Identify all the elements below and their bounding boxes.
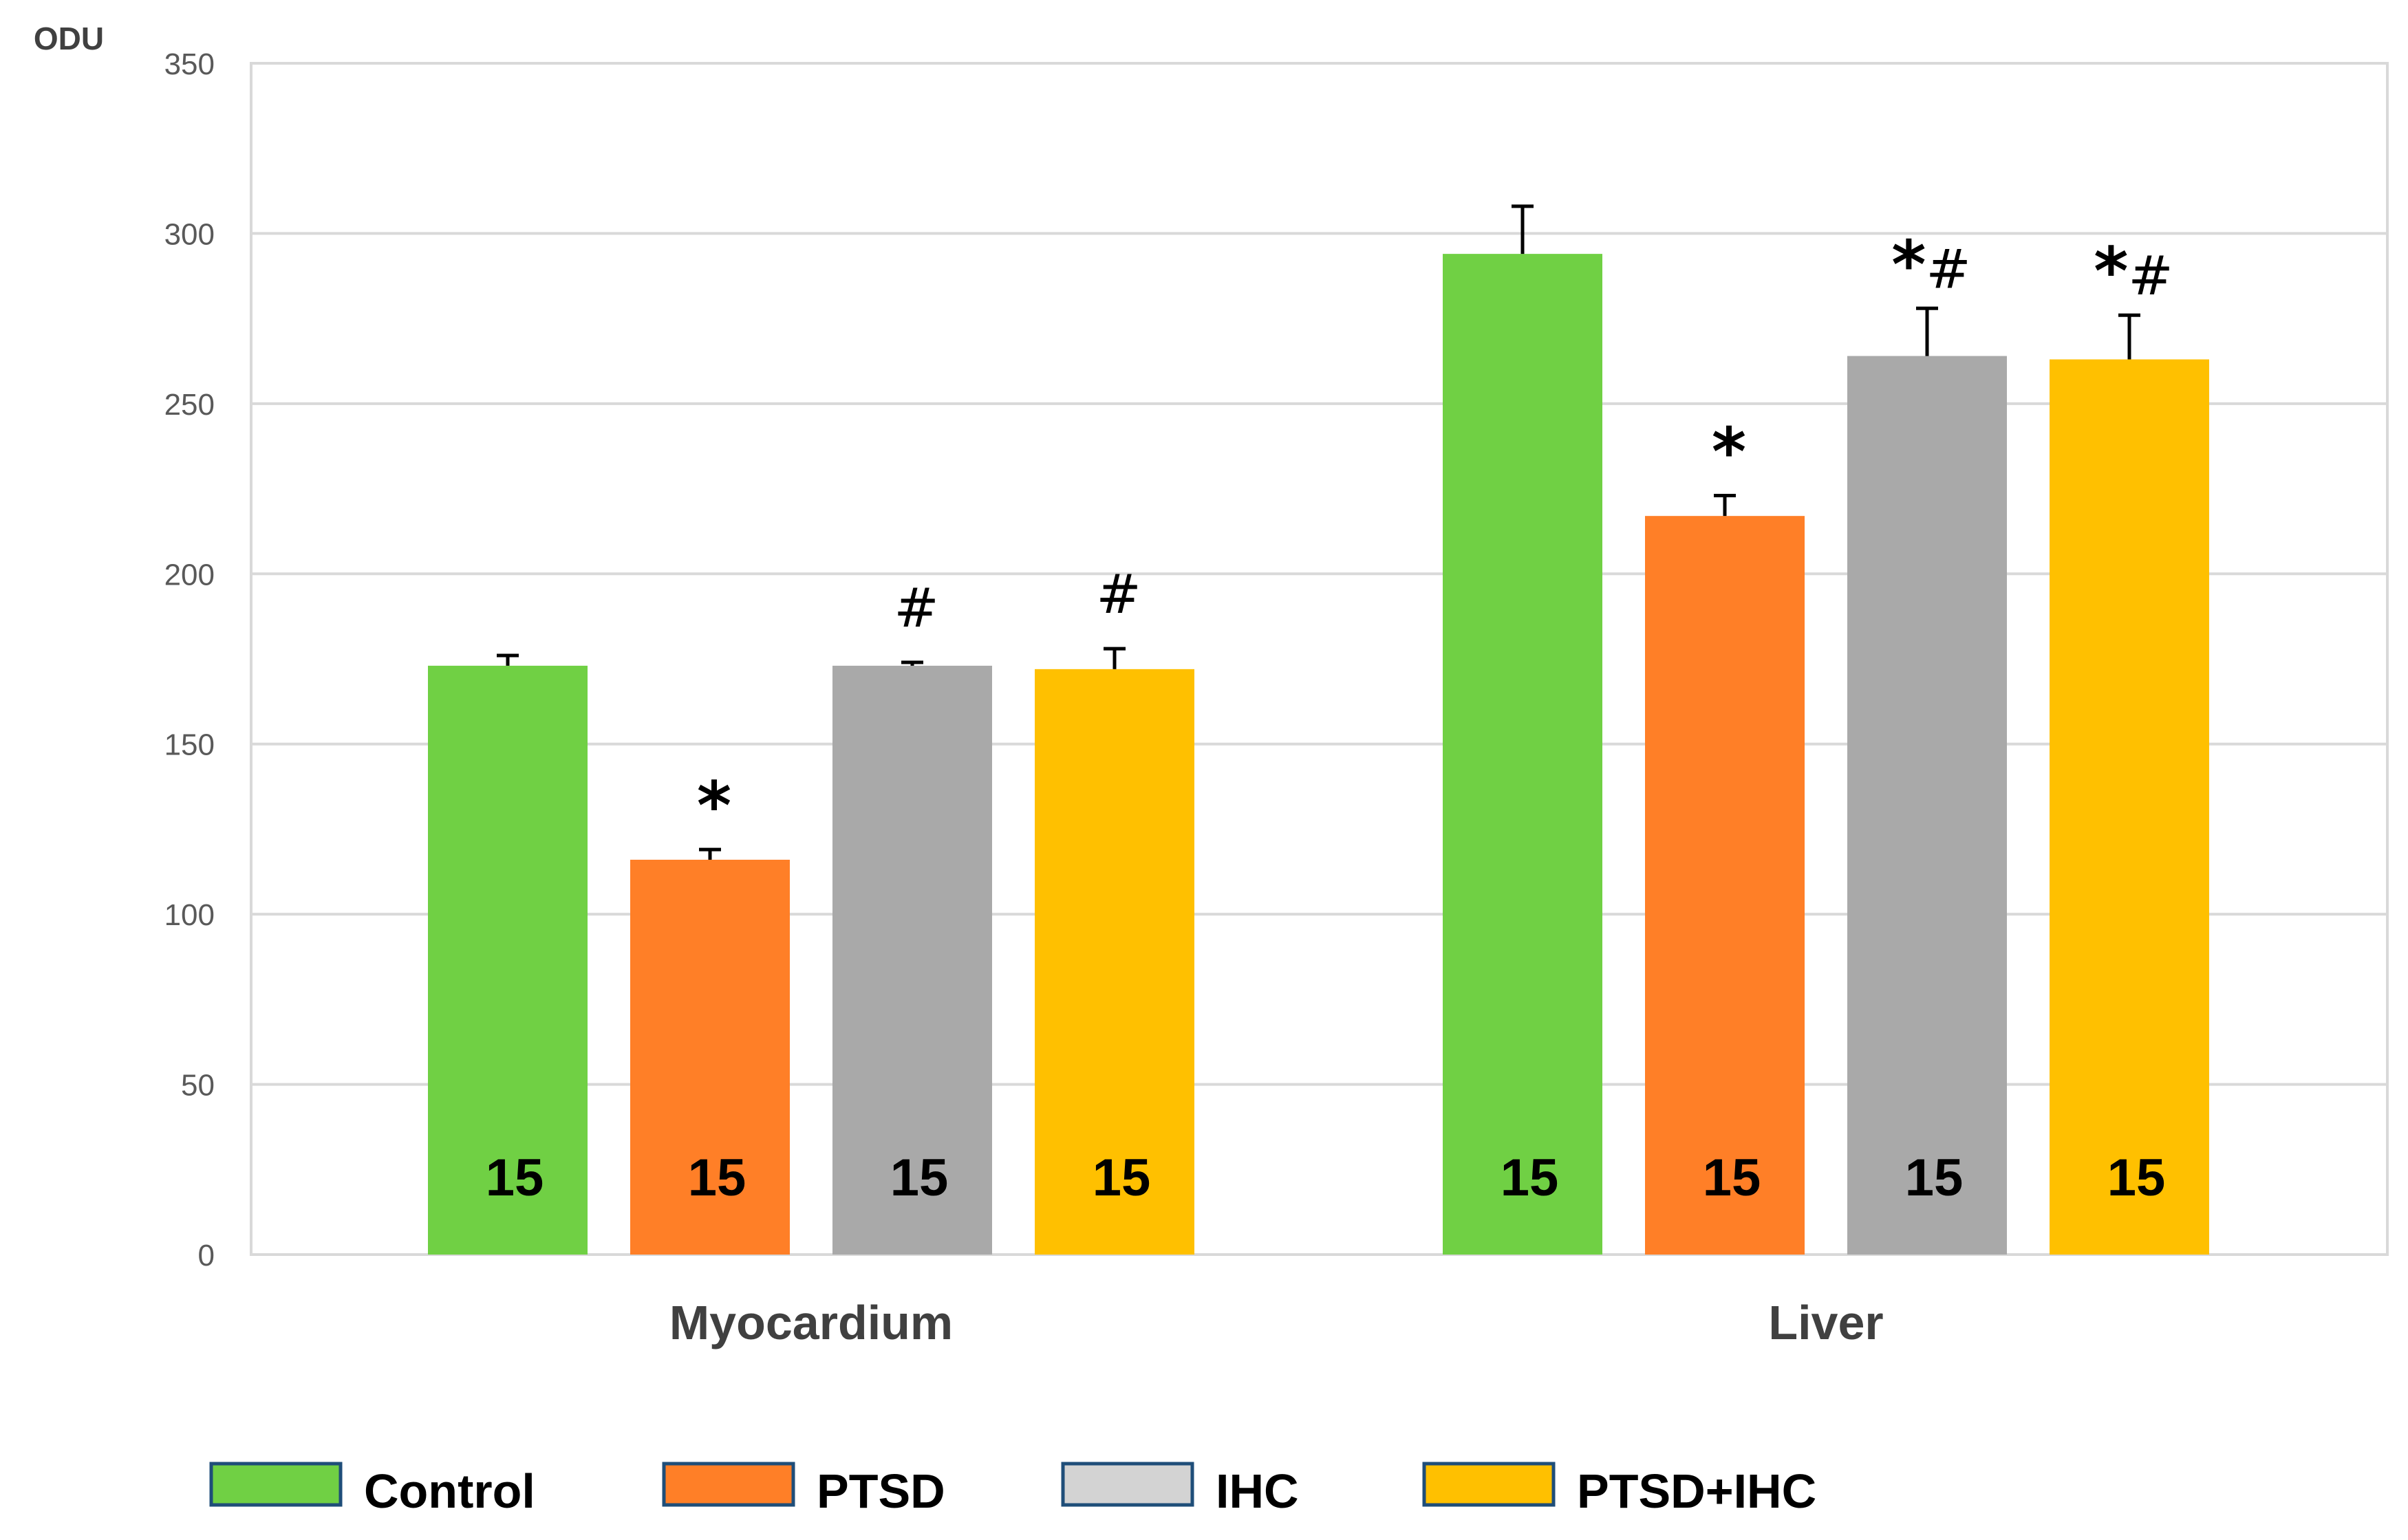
significance-mark: *# — [2094, 233, 2173, 310]
gridlines — [251, 232, 2387, 1256]
legend-label: Control — [364, 1464, 535, 1518]
y-tick-label: 150 — [164, 728, 215, 762]
bar — [1645, 516, 1805, 1255]
significance-mark: * — [697, 768, 731, 845]
y-tick-label: 250 — [164, 388, 215, 422]
n-label: 15 — [890, 1149, 949, 1207]
category-label: Liver — [1768, 1296, 1883, 1349]
y-axis-label: ODU — [34, 21, 104, 56]
y-tick-label: 50 — [181, 1069, 215, 1103]
y-tick-label: 300 — [164, 217, 215, 251]
n-label: 15 — [1501, 1149, 1559, 1207]
bar — [630, 859, 790, 1255]
bars: 15 15 * 15 #15 #15 15 * 15 *# 15 *# — [428, 204, 2209, 1255]
legend-swatch — [1422, 1462, 1556, 1507]
significance-mark: * — [1712, 413, 1746, 490]
n-label: 15 — [1905, 1149, 1964, 1207]
significance-mark: *# — [1891, 226, 1971, 303]
y-tick-label: 200 — [164, 558, 215, 592]
legend-swatch — [662, 1462, 795, 1507]
legend-label: PTSD+IHC — [1577, 1464, 1816, 1518]
plot-area — [250, 62, 2389, 1256]
category-labels: Myocardium Liver — [669, 1296, 1884, 1349]
category-label: Myocardium — [669, 1296, 953, 1349]
bar — [428, 665, 588, 1255]
y-tick-label: 0 — [198, 1239, 215, 1272]
n-label: 15 — [1093, 1149, 1151, 1207]
bar — [832, 665, 992, 1255]
legend: Control PTSD IHC PTSD+IHC — [209, 1462, 1816, 1518]
legend-label: IHC — [1216, 1464, 1299, 1518]
bar — [1847, 356, 2007, 1255]
bar — [1443, 254, 1602, 1255]
bar — [2050, 359, 2209, 1255]
y-tick-label: 100 — [164, 898, 215, 932]
legend-swatch — [1061, 1462, 1194, 1507]
y-tick-label: 350 — [164, 47, 215, 81]
significance-mark: # — [894, 578, 938, 640]
legend-swatch — [209, 1462, 343, 1507]
legend-label: PTSD — [817, 1464, 945, 1518]
y-axis-ticks: 0 50 100 150 200 250 300 350 — [164, 47, 215, 1272]
n-label: 15 — [688, 1149, 746, 1207]
n-label: 15 — [486, 1149, 544, 1207]
bar — [1035, 669, 1194, 1255]
significance-mark: # — [1096, 564, 1141, 626]
n-label: 15 — [2107, 1149, 2166, 1207]
n-label: 15 — [1703, 1149, 1761, 1207]
